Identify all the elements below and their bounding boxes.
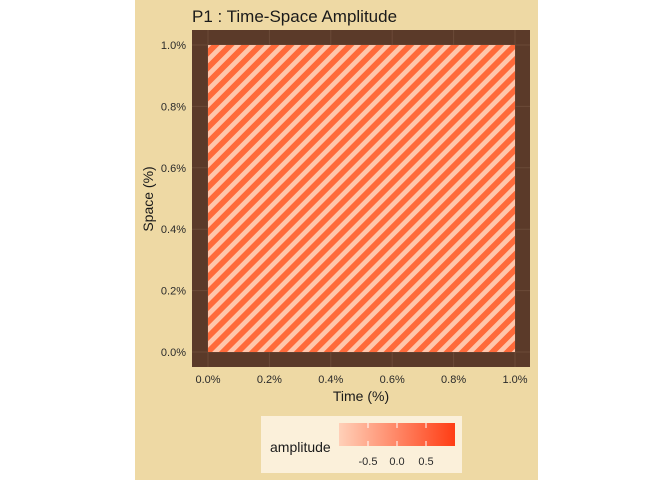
heatmap-stripe: [227, 64, 515, 352]
legend-tick-label: 0.0: [389, 456, 404, 468]
y-axis-label: Space (%): [140, 166, 156, 231]
heatmap-stripe: [208, 45, 392, 229]
y-tick-label: 1.0%: [161, 40, 186, 52]
legend-tick-label: 0.5: [418, 456, 433, 468]
heatmap-stripe: [208, 45, 272, 109]
y-axis-ticks: 0.0% 0.2% 0.4% 0.6% 0.8% 1.0%: [161, 40, 186, 359]
heatmap-stripe: [301, 138, 515, 352]
heatmap-stripe: [406, 243, 515, 352]
heatmap-stripe: [212, 49, 515, 352]
heatmap-stripe: [535, 35, 672, 362]
heatmap-stripe: [242, 79, 515, 352]
heatmap-tiles: [0, 35, 672, 362]
heatmap-stripe: [272, 109, 515, 352]
heatmap-stripe: [257, 94, 515, 352]
heatmap-stripe: [208, 45, 437, 274]
heatmap-stripe: [208, 45, 362, 199]
legend-colorbar: [339, 423, 455, 446]
heatmap-stripe: [208, 45, 496, 333]
heatmap-stripe: [208, 45, 257, 94]
chart-title: P1 : Time-Space Amplitude: [192, 7, 397, 26]
legend-title: amplitude: [270, 439, 331, 455]
y-tick-label: 0.4%: [161, 224, 186, 236]
heatmap-stripe: [451, 288, 515, 352]
x-tick-label: 0.4%: [318, 374, 343, 386]
heatmap-stripe: [520, 35, 672, 362]
heatmap-stripe: [208, 45, 317, 154]
heatmap-stripe: [511, 348, 515, 352]
x-tick-label: 0.6%: [380, 374, 405, 386]
x-tick-label: 0.2%: [257, 374, 282, 386]
heatmap-stripe: [391, 228, 515, 352]
y-tick-label: 0.2%: [161, 286, 186, 298]
heatmap-stripe: [208, 45, 212, 49]
heatmap-stripe: [331, 168, 515, 352]
heatmap-stripe: [466, 303, 515, 352]
heatmap-stripe: [208, 45, 466, 303]
heatmap-stripe: [436, 273, 515, 352]
y-tick-label: 0.8%: [161, 101, 186, 113]
heatmap-stripe: [208, 45, 287, 124]
heatmap-stripe: [286, 123, 515, 352]
heatmap-stripe: [421, 258, 515, 352]
heatmap-stripe: [208, 45, 302, 139]
heatmap-stripe: [208, 45, 451, 288]
x-tick-label: 0.0%: [195, 374, 220, 386]
legend: amplitude -0.5 0.0 0.5: [261, 416, 462, 473]
heatmap-stripe: [208, 45, 481, 318]
heatmap-stripe: [208, 45, 407, 244]
legend-ticks: -0.5 0.0 0.5: [359, 423, 434, 468]
heatmap-stripe: [0, 35, 188, 362]
x-axis-ticks: 0.0% 0.2% 0.4% 0.6% 0.8% 1.0%: [195, 374, 527, 386]
legend-tick-label: -0.5: [359, 456, 378, 468]
heatmap-stripe: [346, 183, 515, 352]
x-axis-label: Time (%): [333, 388, 389, 404]
heatmap-stripe: [316, 153, 515, 352]
heatmap-stripe: [208, 45, 347, 184]
heatmap-stripe: [208, 45, 511, 348]
x-tick-label: 0.8%: [441, 374, 466, 386]
heatmap-stripe: [361, 198, 515, 352]
heatmap-stripe: [208, 45, 377, 214]
x-tick-label: 1.0%: [502, 374, 527, 386]
y-tick-label: 0.0%: [161, 347, 186, 359]
heatmap-stripe: [208, 45, 422, 259]
heatmap-stripe: [0, 35, 203, 362]
heatmap-stripe: [376, 213, 515, 352]
heatmap-stripe: [208, 45, 332, 169]
y-tick-label: 0.6%: [161, 163, 186, 175]
